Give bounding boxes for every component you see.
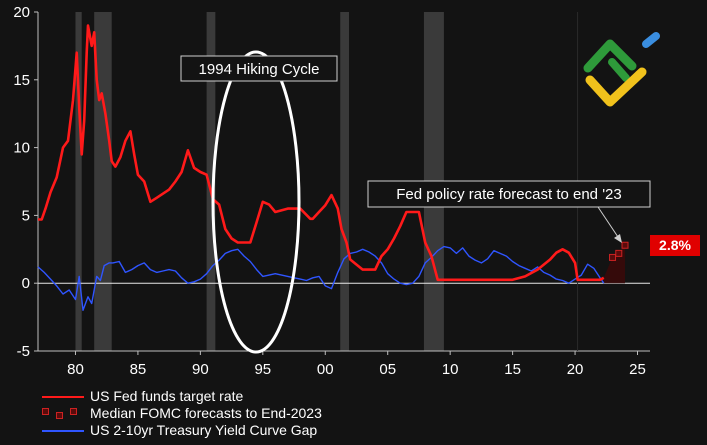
x-tick-label: 80 (67, 361, 84, 378)
x-tick-label: 10 (442, 361, 459, 378)
forecast-arrow-line (597, 206, 621, 241)
fed-funds-swatch (42, 396, 84, 398)
x-tick-label: 20 (567, 361, 584, 378)
y-tick-label: 0 (22, 275, 30, 292)
yield-curve-line (37, 245, 605, 311)
series-layer (37, 24, 629, 311)
recession-band-2 (206, 12, 216, 351)
legend-label-curve: US 2-10yr Treasury Yield Curve Gap (90, 422, 318, 438)
legend-item-curve: US 2-10yr Treasury Yield Curve Gap (40, 422, 322, 439)
x-tick-label: 00 (317, 361, 334, 378)
legend-item-fed-funds: US Fed funds target rate (40, 388, 322, 405)
x-tick-label: 85 (130, 361, 147, 378)
logo-green-chevron (583, 39, 637, 73)
fed-funds-line (38, 24, 605, 282)
hiking-cycle-label: 1994 Hiking Cycle (199, 61, 320, 78)
y-tick-label: -5 (17, 343, 30, 360)
forecast-label-box (367, 180, 651, 208)
legend: US Fed funds target rate Median FOMC for… (40, 388, 322, 439)
hiking-cycle-label-box (180, 55, 338, 82)
forecast-label: Fed policy rate forecast to end '23 (396, 186, 622, 203)
forecast-swatch (42, 408, 84, 419)
y-tick-label: 10 (13, 140, 30, 157)
value-tag-label: 2.8% (659, 237, 691, 253)
legend-item-forecast: Median FOMC forecasts to End-2023 (40, 405, 322, 422)
x-tick-label: 15 (504, 361, 521, 378)
curve-swatch (42, 430, 84, 432)
legend-label-forecast: Median FOMC forecasts to End-2023 (90, 405, 322, 421)
forecast-annotation: Fed policy rate forecast to end '23 (367, 180, 651, 243)
value-tag: 2.8% (650, 235, 700, 256)
legend-label-fed-funds: US Fed funds target rate (90, 388, 244, 404)
x-tick-label: 25 (629, 361, 646, 378)
value-tag-box (650, 235, 700, 256)
logo-green-stem (608, 58, 630, 82)
y-tick-label: 20 (13, 4, 30, 21)
x-tick-label: 95 (254, 361, 271, 378)
hiking-cycle-ellipse (211, 50, 301, 354)
x-tick-label: 05 (379, 361, 396, 378)
brand-logo-icon (583, 32, 660, 107)
logo-blue-stroke (642, 32, 660, 48)
hiking-cycle-annotation: 1994 Hiking Cycle (180, 50, 338, 354)
logo-yellow-chevron (585, 67, 647, 107)
y-tick-label: 5 (22, 207, 30, 224)
forecast-point (621, 241, 629, 249)
forecast-point (609, 253, 617, 261)
recession-band-3 (340, 12, 349, 351)
forecast-arrow-head (614, 234, 622, 243)
recession-band-0 (75, 12, 82, 351)
x-tick-label: 90 (192, 361, 209, 378)
y-tick-label: 15 (13, 72, 30, 89)
forecast-point (615, 249, 623, 257)
